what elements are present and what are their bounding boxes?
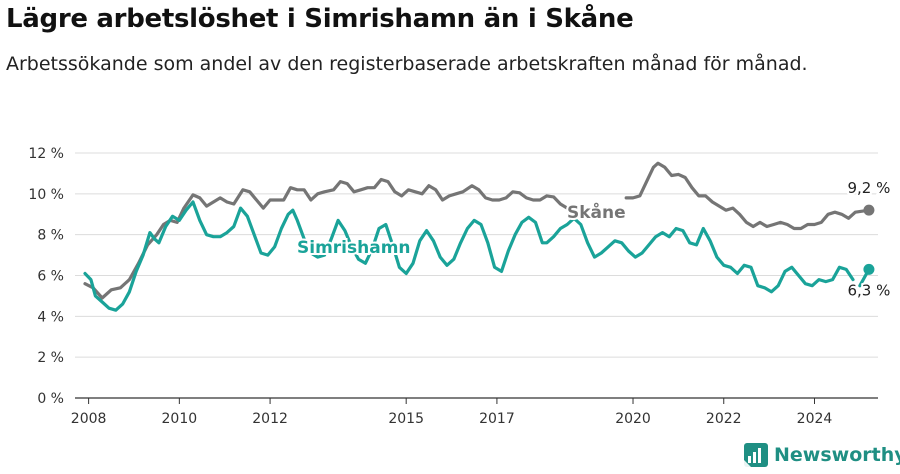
end-value-simrishamn: 6,3 % [847, 281, 890, 299]
axes: 0 % 2 % 4 % 6 % 8 % 10 % 12 % 2008 2010 2012 2015 2… [28, 146, 832, 427]
series-line-simrishamn [83, 200, 871, 312]
y-tick-label: 2 % [37, 350, 64, 366]
x-tick-label: 2012 [252, 411, 288, 427]
series-lines [83, 161, 875, 312]
x-tick-label: 2020 [615, 411, 651, 427]
end-point-sk-ne [863, 204, 875, 216]
series-labels: Skåne Simrishamn 9,2 % 6,3 % [295, 177, 892, 301]
y-tick-label: 10 % [28, 187, 64, 203]
y-tick-label: 8 % [37, 228, 64, 244]
chart-title: Lägre arbetslöshet i Simrishamn än i Skå… [6, 4, 634, 34]
y-tick-label: 0 % [37, 391, 64, 407]
x-tick-label: 2017 [479, 411, 515, 427]
chart-subtitle: Arbetssökande som andel av den registerb… [6, 53, 808, 75]
y-tick-label: 12 % [28, 146, 64, 162]
end-value-skane: 9,2 % [847, 179, 890, 197]
end-point-simrishamn [863, 263, 875, 275]
x-tick-label: 2024 [797, 411, 833, 427]
series-label-simrishamn: Simrishamn [297, 238, 411, 258]
brand-name: Newsworthy [774, 444, 900, 466]
x-tick-label: 2010 [162, 411, 198, 427]
y-tick-label: 4 % [37, 309, 64, 325]
x-tick-label: 2008 [71, 411, 107, 427]
x-tick-label: 2015 [388, 411, 424, 427]
newsworthy-bars-icon [744, 443, 768, 467]
series-label-skane: Skåne [567, 201, 626, 223]
x-tick-label: 2022 [706, 411, 742, 427]
series-line-sk-ne [83, 161, 871, 300]
newsworthy-logo: Newsworthy [744, 443, 900, 467]
y-tick-label: 6 % [37, 269, 64, 285]
